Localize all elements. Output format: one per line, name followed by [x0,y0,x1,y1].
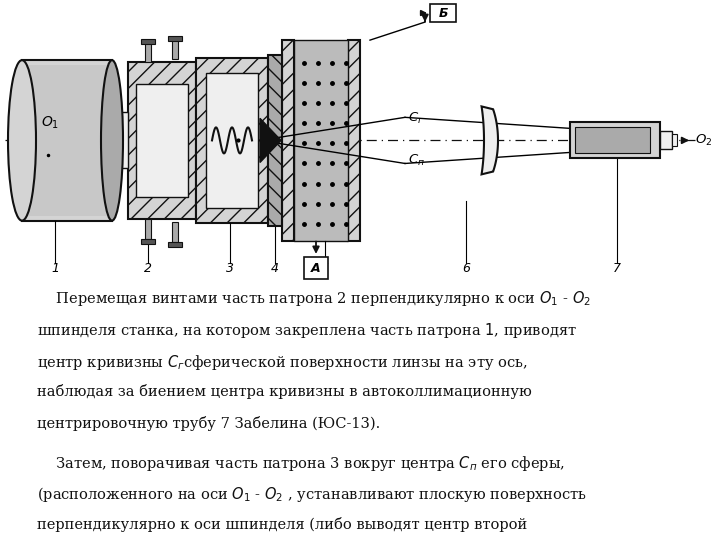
Bar [206,73,258,207]
Ellipse shape [101,60,123,221]
Bar [22,60,112,221]
Text: 2: 2 [144,262,152,275]
Bar [141,239,155,244]
Bar [570,123,660,158]
Text: (расположенного на оси $O_1$ - $O_2$ , устанавливают плоскую поверхность: (расположенного на оси $O_1$ - $O_2$ , у… [37,485,588,504]
Bar [575,127,650,153]
Text: Перемещая винтами часть патрона 2 перпендикулярно к оси $O_1$ - $O_2$: Перемещая винтами часть патрона 2 перпен… [37,289,591,308]
Bar [660,131,672,150]
Bar [196,58,268,222]
Text: $C_п$: $C_п$ [408,153,425,168]
Text: Затем, поворачивая часть патрона 3 вокруг центра $C_п$ его сферы,: Затем, поворачивая часть патрона 3 вокру… [37,454,566,472]
Text: центр кривизны $C_г$сферической поверхности линзы на эту ось,: центр кривизны $C_г$сферической поверхно… [37,353,528,372]
Bar [672,134,677,146]
Text: $C_г$: $C_г$ [408,111,424,126]
Text: перпендикулярно к оси шпинделя (либо выводят центр второй: перпендикулярно к оси шпинделя (либо выв… [37,517,528,532]
Bar [172,39,178,59]
Text: 1: 1 [51,262,59,275]
Bar [268,55,282,226]
Text: 5: 5 [321,262,329,275]
Bar [22,65,112,215]
Bar [348,40,360,241]
Bar [294,40,348,241]
Bar [136,84,188,197]
Bar [112,112,128,168]
Text: центрировочную трубу 7 Забелина (ЮС-13).: центрировочную трубу 7 Забелина (ЮС-13). [37,416,381,431]
Text: А: А [311,262,321,275]
Text: 6: 6 [462,262,470,275]
Text: 7: 7 [613,262,621,275]
Polygon shape [260,118,281,163]
Text: 3: 3 [226,262,234,275]
Bar [145,219,151,239]
Bar [282,40,294,241]
Bar [128,62,196,219]
Text: Б: Б [438,6,448,19]
Text: $O_1$: $O_1$ [41,114,59,131]
Text: наблюдая за биением центра кривизны в автоколлимационную: наблюдая за биением центра кривизны в ав… [37,384,532,400]
Bar [172,221,178,242]
Bar [268,55,282,226]
Ellipse shape [8,60,36,221]
Bar [141,39,155,44]
Bar [168,36,182,41]
Text: шпинделя станка, на котором закреплена часть патрона $1$, приводят: шпинделя станка, на котором закреплена ч… [37,321,577,340]
Bar [145,42,151,62]
Bar [168,242,182,247]
Bar [430,4,456,22]
Polygon shape [482,106,498,174]
Bar [304,256,328,279]
Text: $O_2$: $O_2$ [695,133,712,148]
Text: 4: 4 [271,262,279,275]
